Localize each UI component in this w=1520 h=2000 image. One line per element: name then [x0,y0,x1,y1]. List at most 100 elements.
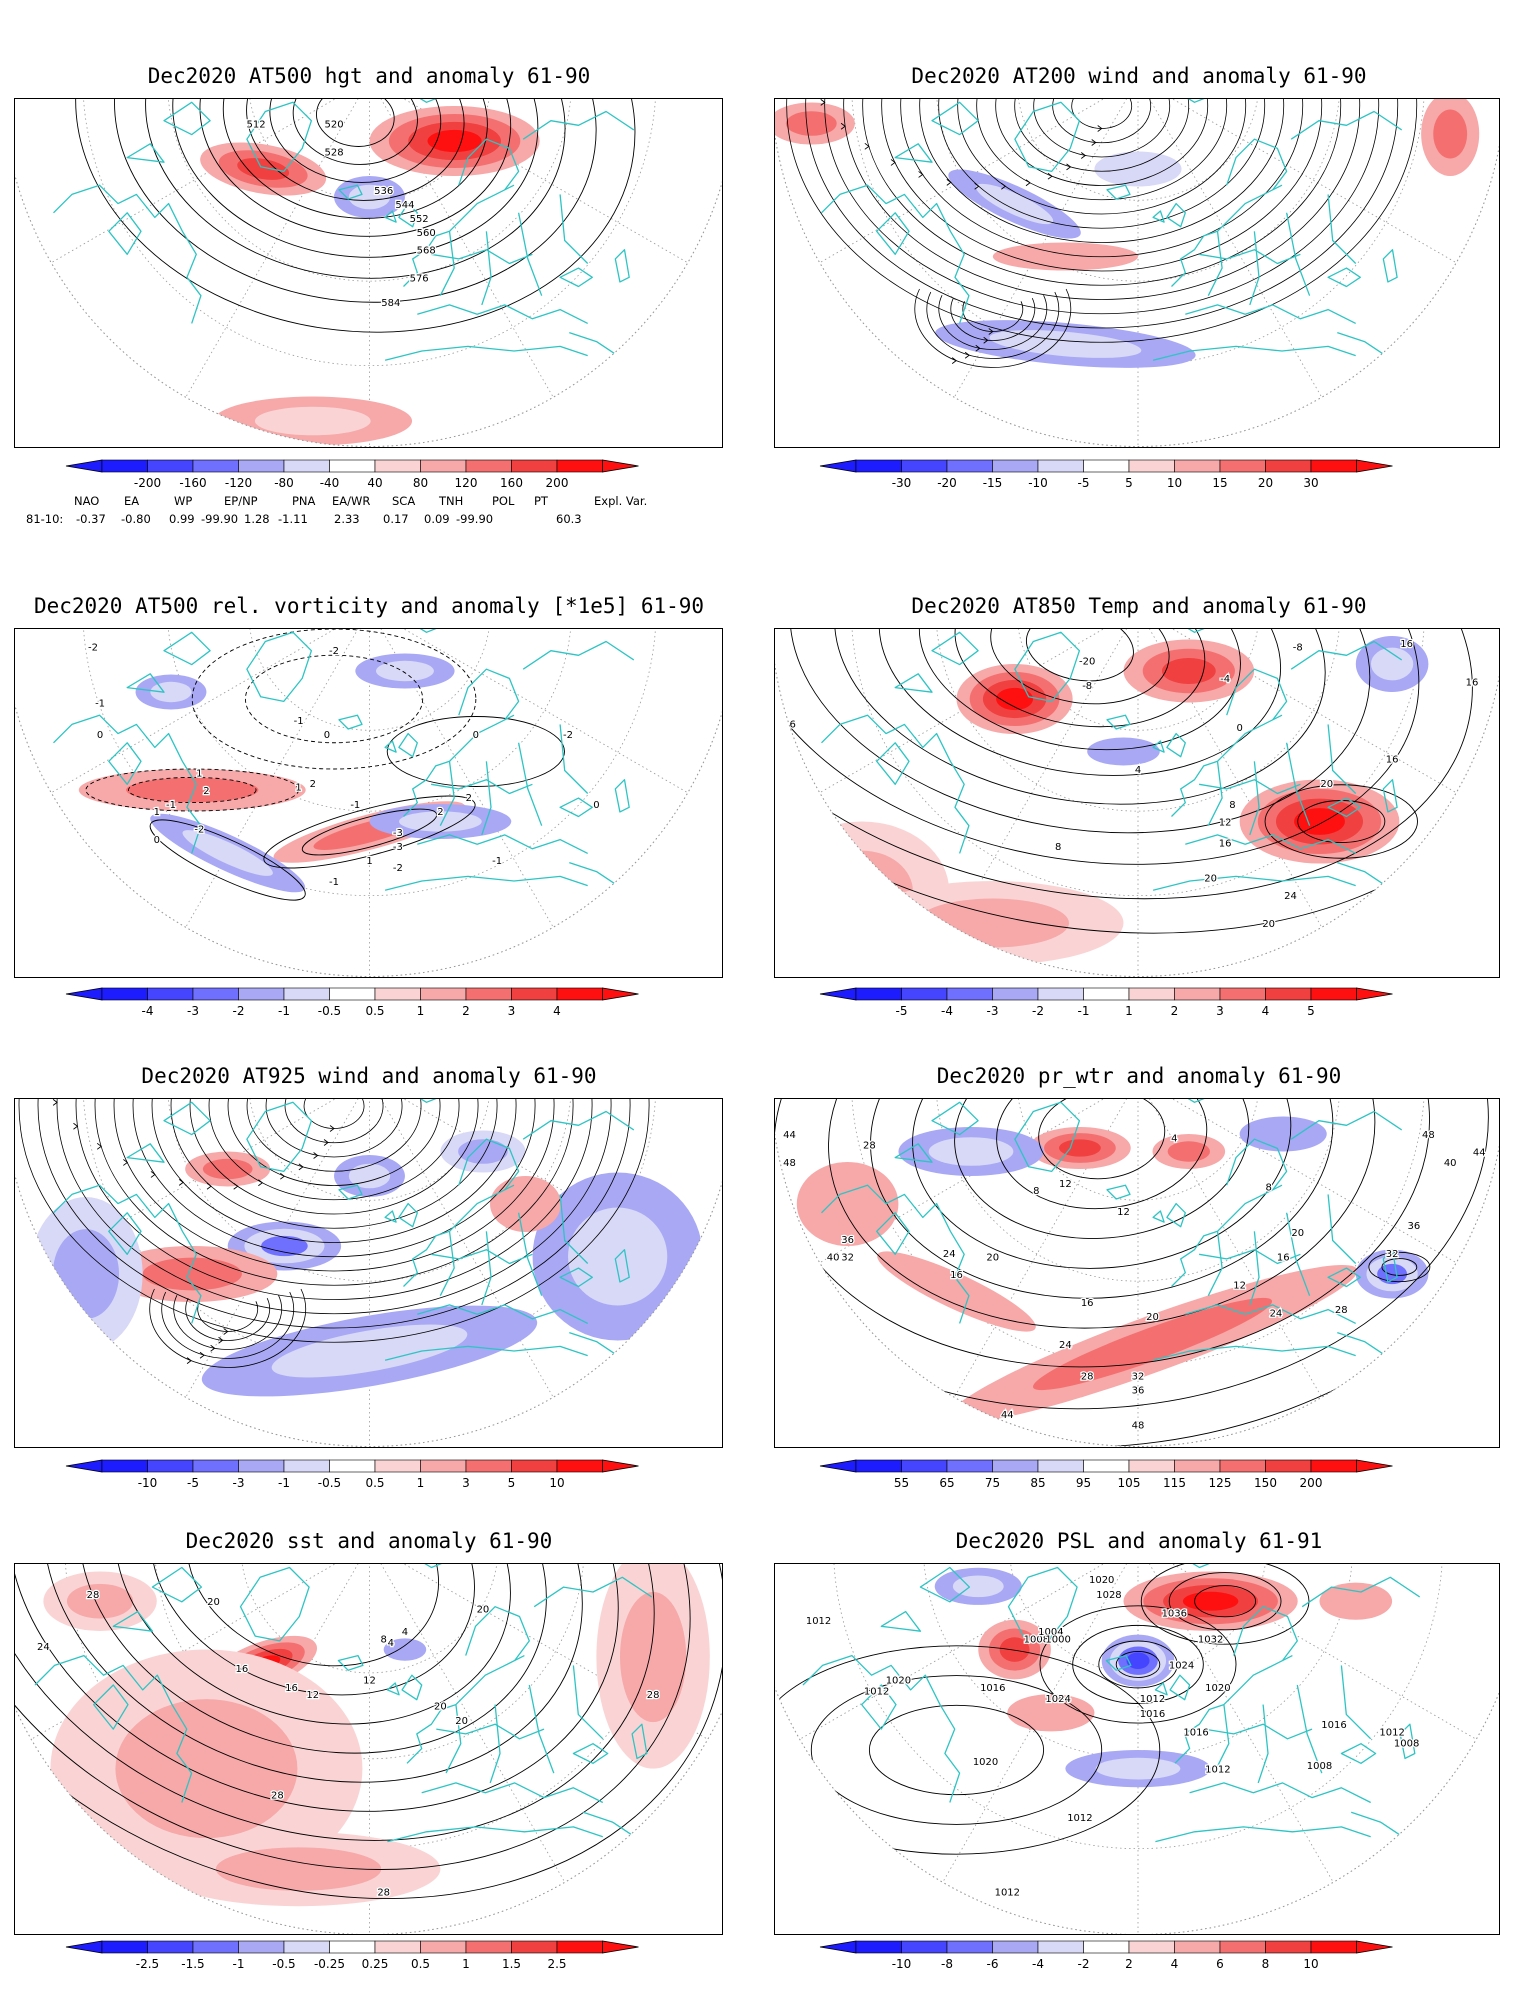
coastline [398,732,418,758]
colorbar-swatch [1128,987,1175,1001]
map-plot: 1012 1020 1016 1024 1008 1004 1000 1020 1028 1036… [774,1563,1500,1935]
idx-value: 0.17 [383,512,409,526]
contour-label: 1012 [995,1887,1020,1898]
contour-label: 20 [1204,874,1217,885]
contour-line [1038,1099,1166,1180]
coastline [1189,1782,1371,1804]
coastline [572,1743,609,1764]
colorbar-swatch [465,1459,512,1473]
colorbar-swatch [238,1459,285,1473]
contour-label: 1020 [886,1675,911,1686]
colorbar-scale: -5 -4 -3 -2 -1 1 2 3 4 5 [819,987,1393,1018]
coastline [458,668,520,721]
anomaly-shading [992,242,1138,271]
map-layer [775,99,1480,389]
colorbar-swatch [101,1459,148,1473]
coastline [1226,138,1288,191]
coastline [1171,184,1283,287]
colorbar-tick-label: -10 [1028,476,1048,490]
contour-label: -2 [393,863,403,874]
colorbar: 55 65 75 85 95 105 115 125 150 200 [818,1456,1468,1494]
colorbar-swatch [556,1459,603,1473]
coastline [403,714,515,817]
coastline [338,1184,363,1200]
coastline [1198,1249,1301,1265]
coastline [337,1654,364,1671]
coastline [481,231,492,306]
streamline [227,1099,441,1186]
panel-500vort: Dec2020 AT500 rel. vorticity and anomaly… [14,590,724,1020]
anomaly-shading [348,1163,391,1189]
coastline [1185,1304,1356,1324]
coastline [246,101,313,173]
streamline-arrow [988,328,994,335]
coastline [522,640,635,670]
coastline [417,834,588,854]
colorbar-tick-label: 2 [462,1004,470,1018]
contour-label: 1036 [1162,1608,1187,1619]
contour-label: 1020 [1205,1683,1230,1694]
colorbar-tick-label: 0.25 [362,1957,389,1971]
colorbar-tick-label: 2.5 [547,1957,566,1971]
colorbar-tick-label: 3 [1216,1004,1224,1018]
coastline [436,1723,545,1740]
streamline-arrow [329,1125,335,1132]
colorbar-swatch [855,459,902,473]
meridian [380,1099,554,1398]
latitude-circle [1017,629,1259,731]
colorbar-tick-label: 115 [1163,1476,1186,1490]
contour-label: 16 [1386,755,1399,766]
colorbar-tick-label: 4 [1262,1004,1270,1018]
meridian [819,99,1105,264]
coastline [417,1304,588,1324]
streamline [161,1291,295,1359]
panel-title: Dec2020 sst and anomaly 61-90 [185,1529,553,1553]
hemisphere-edge [775,132,1499,447]
latitude-circle [15,174,722,447]
contour-label: 16 [1219,839,1232,850]
contour-line [775,629,1473,900]
contour-line [114,1564,511,1725]
streamline-arrow [975,344,981,352]
coastline [931,101,979,136]
colorbar-swatch [1083,987,1130,1001]
coastline [1207,231,1223,296]
coastline [1327,1194,1357,1264]
contour-label: -1 [329,877,339,888]
contour-line [775,629,1499,934]
coastline [126,673,165,693]
idx-value: -0.80 [121,512,151,526]
contour-label: 0 [154,835,160,846]
contour-label: 2 [203,786,209,797]
coastline [1257,1704,1269,1784]
contour-label: 24 [1284,891,1297,902]
colorbar-tick-label: 0.5 [365,1476,384,1490]
streamline-arrow [223,1328,229,1335]
colorbar-tick-label: -1.5 [181,1957,204,1971]
contour-label: 1008 [1024,1634,1049,1645]
latitude-circle [83,629,656,896]
coastline [1185,304,1356,324]
contour-label: 28 [1335,1305,1348,1316]
contour-line [186,1564,440,1667]
meridian [1149,99,1323,398]
colorbar-swatch [855,1940,902,1954]
coastline [522,1110,635,1140]
colorbar-swatch [238,1940,285,1954]
contour-label: 16 [1466,678,1479,689]
streamline [173,1294,283,1350]
colorbar-swatch [147,459,194,473]
anomaly-shading [115,1699,298,1839]
contour-label: 520 [325,120,344,131]
anomaly-shading [811,850,913,933]
colorbar-tick-label: 5 [508,1476,516,1490]
colorbar-swatch [1265,459,1312,473]
contour-label: 12 [1059,1179,1072,1190]
contour-line [301,808,438,856]
coastline [1152,875,1356,891]
colorbar-tick-label: 0.5 [411,1957,430,1971]
coastline [517,742,543,826]
contour-label: 4 [1171,1134,1177,1145]
contour-line [244,654,424,744]
